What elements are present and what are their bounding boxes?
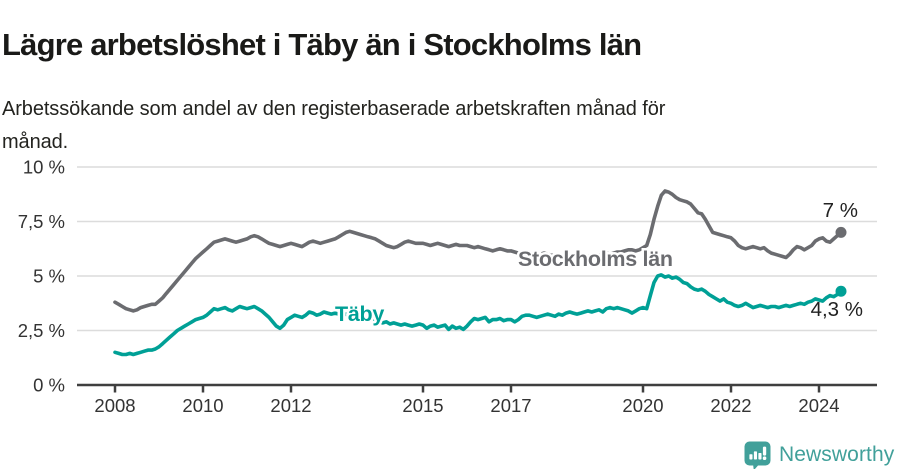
x-tick-label: 2008 (94, 395, 135, 416)
brand-footer: Newsworthy (744, 440, 900, 470)
x-tick-label: 2010 (182, 395, 223, 416)
series-line-taby (113, 273, 843, 357)
series-label-taby: Täby (335, 302, 384, 326)
y-tick-label: 10 % (23, 157, 65, 178)
y-tick-label: 7,5 % (18, 211, 65, 232)
page-title: Lägre arbetslöshet i Täby än i Stockholm… (2, 26, 642, 62)
unemployment-chart: 10 % 7,5 % 5 % 2,5 % 0 % 2008 2010 2012 2015 2017… (18, 157, 877, 416)
x-tick-label: 2012 (270, 395, 311, 416)
end-dot-taby (835, 285, 847, 297)
chart-subtitle: Arbetssökande som andel av den registerb… (2, 98, 666, 153)
end-dot-stockholm (835, 226, 847, 238)
series-label-stockholm: Stockholms län (518, 247, 673, 271)
series-line-stockholm (113, 189, 843, 313)
x-tick-label: 2020 (622, 395, 663, 416)
brand-name: Newsworthy (779, 443, 895, 466)
y-tick-label: 0 % (33, 375, 65, 396)
x-tick-label: 2022 (710, 395, 751, 416)
newsworthy-barchart-bubble-icon (744, 441, 771, 469)
x-tick-label: 2015 (402, 395, 443, 416)
x-tick-label: 2017 (490, 395, 531, 416)
end-value-label-taby: 4,3 % (811, 298, 863, 321)
y-tick-label: 5 % (33, 266, 65, 287)
chart-area: 10 % 7,5 % 5 % 2,5 % 0 % 2008 2010 2012 2015 2017… (0, 140, 900, 425)
y-tick-label: 2,5 % (18, 320, 65, 341)
end-value-label-stockholm: 7 % (823, 199, 858, 222)
x-tick-label: 2024 (798, 395, 839, 416)
